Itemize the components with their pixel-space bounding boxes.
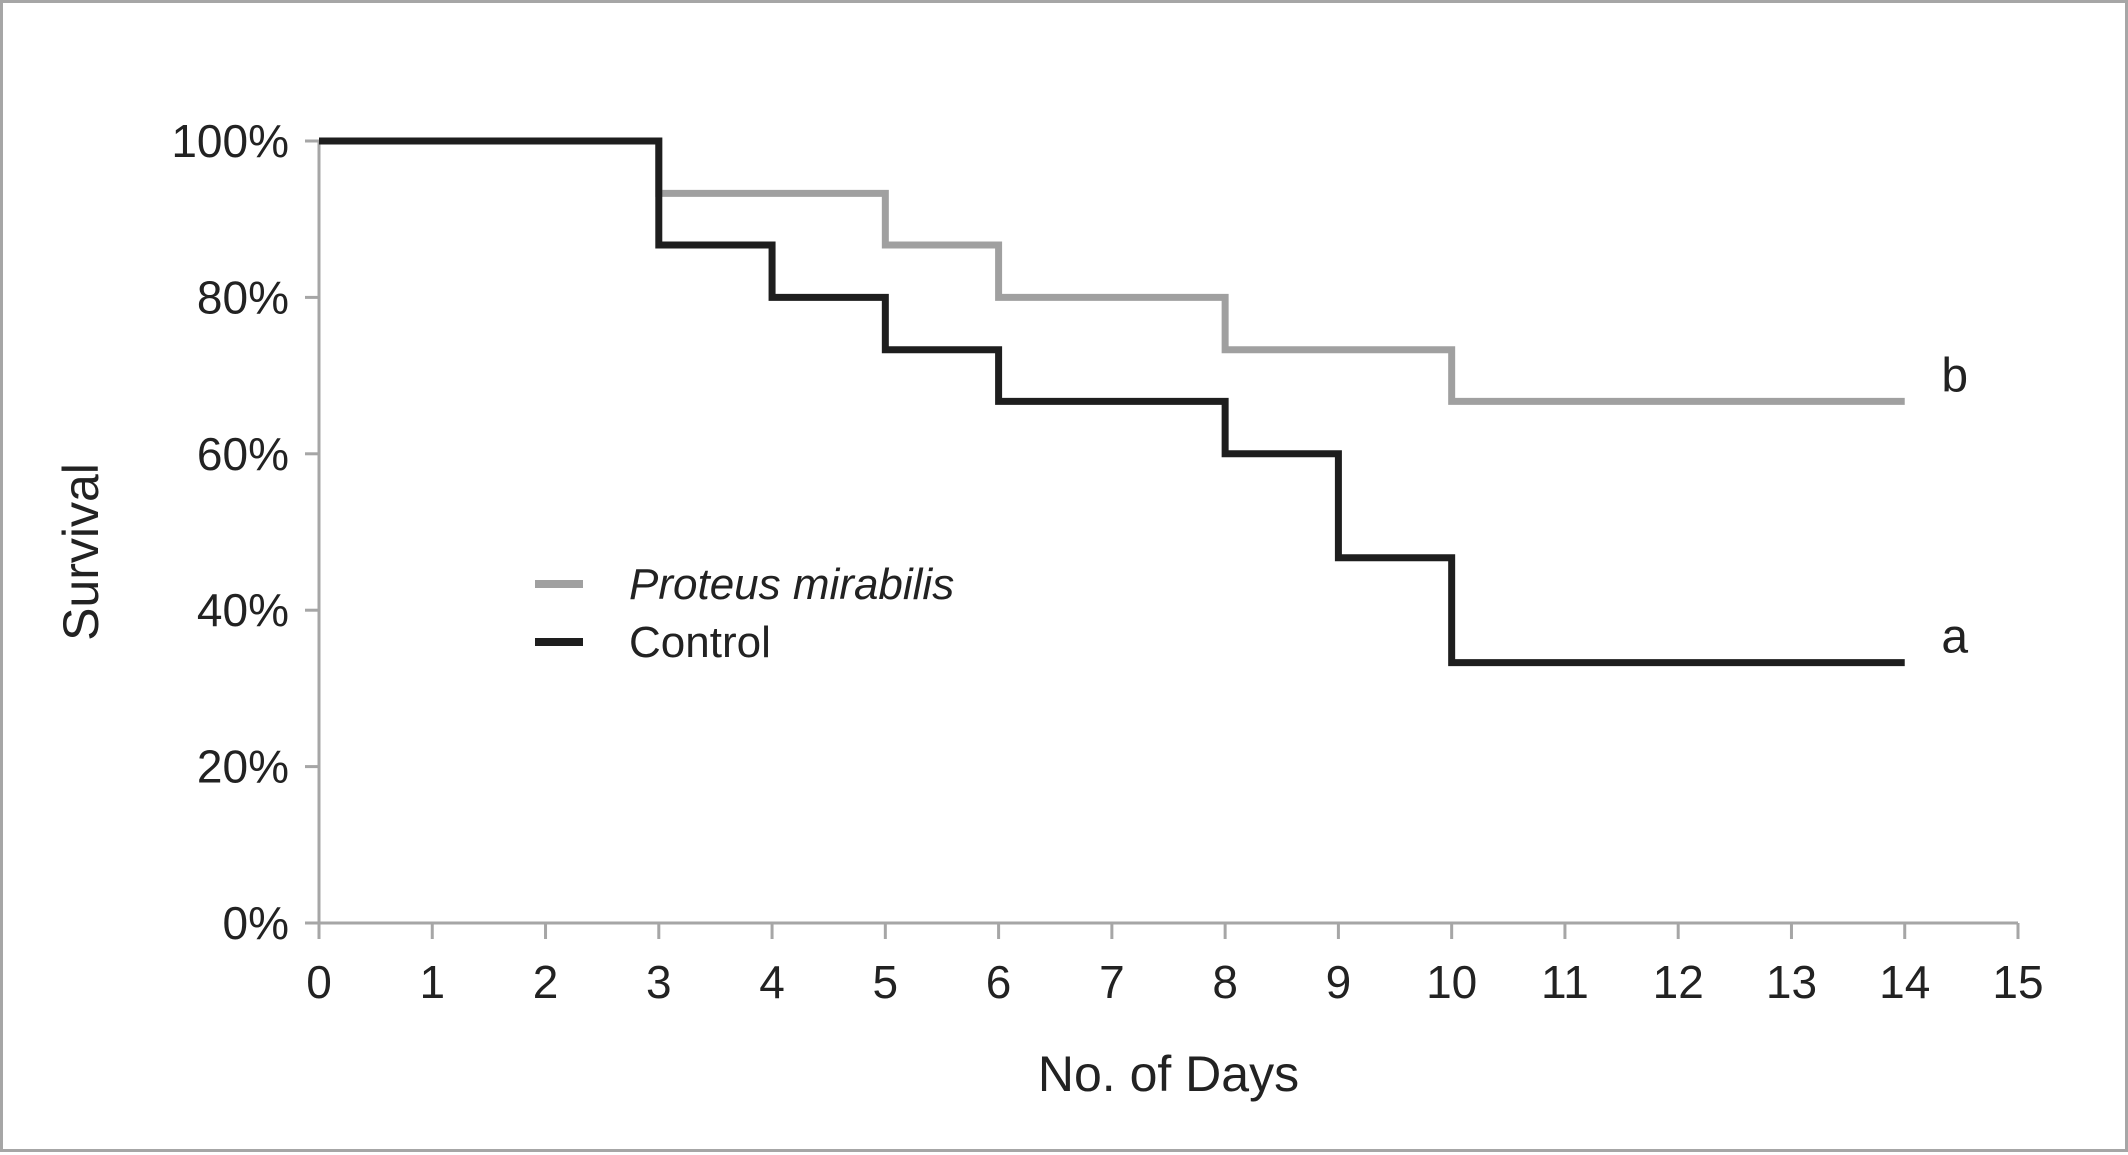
x-tick-label: 1 [419,956,445,1008]
y-tick-label: 0% [223,897,289,949]
legend-label-control: Control [629,618,771,667]
series-line-proteus-mirabilis [319,137,1905,405]
x-tick-label: 14 [1879,956,1930,1008]
axes: 0 1 2 3 4 5 6 7 8 9 10 11 12 13 14 150%20%40%60%80%100% [171,115,2043,1008]
series-line-control [319,137,1905,667]
x-tick-label: 2 [533,956,559,1008]
x-tick-label: 0 [306,956,332,1008]
y-axis-label: Survival [53,463,109,641]
x-tick-label: 8 [1212,956,1238,1008]
x-tick-label: 12 [1653,956,1704,1008]
labels: No. of Days Survival [53,463,1299,1102]
series-annotation-control: a [1941,611,1968,664]
x-tick-label: 4 [759,956,785,1008]
legend: Proteus mirabilis Control [535,560,954,667]
survival-chart: 0 1 2 3 4 5 6 7 8 9 10 11 12 13 14 150%20%40%60%80%100%… [53,115,2044,1102]
series-annotation-proteus-mirabilis: b [1941,349,1968,402]
x-tick-label: 10 [1426,956,1477,1008]
y-tick-label: 40% [197,584,289,636]
series-layer: ba [319,137,1968,667]
x-tick-label: 11 [1541,956,1589,1008]
y-tick-label: 80% [197,271,289,323]
x-tick-label: 6 [986,956,1012,1008]
x-tick-label: 13 [1766,956,1817,1008]
x-tick-label: 15 [1992,956,2043,1008]
x-tick-label: 3 [646,956,672,1008]
legend-label-proteus-mirabilis: Proteus mirabilis [629,560,954,609]
y-tick-label: 60% [197,428,289,480]
y-tick-label: 20% [197,741,289,793]
x-tick-label: 7 [1099,956,1125,1008]
x-axis-label: No. of Days [1038,1046,1299,1102]
x-tick-label: 5 [873,956,899,1008]
x-tick-label: 9 [1326,956,1352,1008]
y-tick-label: 100% [171,115,289,167]
